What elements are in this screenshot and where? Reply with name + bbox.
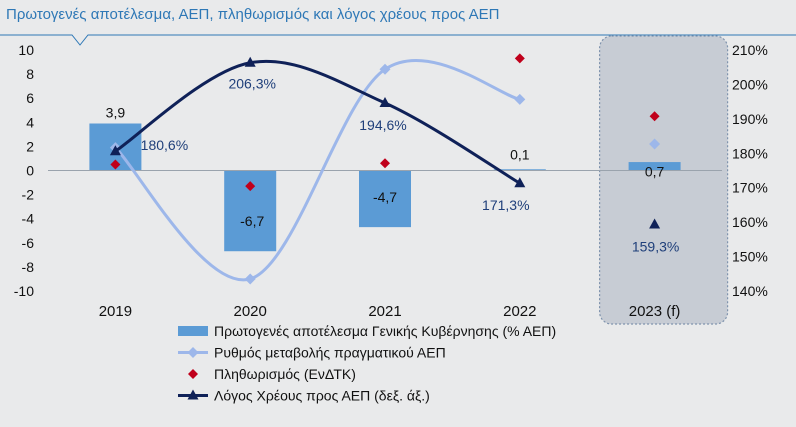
- debt-ratio-point: [379, 97, 391, 108]
- y-right-tick-label: 210%: [732, 42, 768, 58]
- debt-ratio-value-label: 206,3%: [228, 76, 275, 92]
- y-left-tick-label: 8: [26, 66, 34, 82]
- gdp-growth-point: [649, 138, 661, 150]
- y-left-tick-label: 2: [26, 138, 34, 154]
- bar-value-label: -4,7: [373, 189, 397, 205]
- debt-ratio-point: [514, 177, 526, 188]
- y-right-tick-label: 160%: [732, 214, 768, 230]
- debt-ratio-line: [114, 59, 521, 185]
- y-right-tick-label: 170%: [732, 180, 768, 196]
- debt-ratio-value-label: 180,6%: [141, 137, 188, 153]
- inflation-point: [649, 111, 660, 122]
- debt-ratio-point: [109, 145, 121, 156]
- debt-ratio-point: [649, 218, 661, 229]
- forecast-highlight-box: [598, 35, 729, 325]
- y-left-tick-label: -4: [22, 211, 35, 227]
- y-left-tick-label: -8: [22, 259, 35, 275]
- y-right-tick-label: 190%: [732, 111, 768, 127]
- primary-balance-bar: [359, 170, 411, 228]
- legend-swatch-bar: [178, 326, 208, 336]
- debt-ratio-point: [244, 56, 256, 67]
- y-right-tick-label: 140%: [732, 283, 768, 299]
- chart-title: Πρωτογενές αποτέλεσμα, ΑΕΠ, πληθωρισμός …: [6, 6, 500, 23]
- y-left-tick-label: 10: [18, 42, 34, 58]
- inflation-point: [514, 53, 525, 64]
- legend-swatch-debt-marker: [187, 389, 199, 400]
- x-tick-label: 2020: [234, 303, 267, 320]
- bar-value-label: 3,9: [106, 105, 126, 121]
- x-tick-label: 2021: [368, 303, 401, 320]
- primary-balance-bar: [628, 162, 681, 171]
- legend-label-primary-balance: Πρωτογενές αποτέλεσμα Γενικής Κυβέρνησης…: [214, 323, 556, 339]
- legend-swatch-inflation: [188, 369, 198, 379]
- x-tick-label: 2019: [99, 303, 132, 320]
- legend-label-debt-ratio: Λόγος Χρέους προς ΑΕΠ (δεξ. άξ.): [214, 388, 430, 404]
- y-left-tick-label: 0: [26, 163, 34, 179]
- y-left-tick-label: -2: [22, 187, 35, 203]
- y-right-tick-label: 150%: [732, 249, 768, 265]
- gdp-growth-point: [379, 63, 391, 75]
- legend-swatch-gdp-marker: [187, 347, 199, 358]
- y-left-tick-label: -10: [14, 283, 34, 299]
- x-tick-label: 2023 (f): [629, 303, 681, 320]
- gdp-growth-line: [114, 58, 521, 282]
- debt-ratio-value-label: 159,3%: [632, 239, 679, 255]
- debt-ratio-value-label: 194,6%: [359, 117, 406, 133]
- y-right-tick-label: 200%: [732, 76, 768, 92]
- debt-ratio-value-label: 171,3%: [482, 197, 529, 213]
- x-tick-label: 2022: [503, 303, 536, 320]
- title-rule: [0, 34, 796, 46]
- y-right-tick-label: 180%: [732, 145, 768, 161]
- y-left-tick-label: 4: [26, 114, 34, 130]
- gdp-growth-point: [514, 93, 526, 105]
- legend-label-gdp-growth: Ρυθμός μεταβολής πραγματικού ΑΕΠ: [214, 345, 446, 361]
- bar-value-label: 0,1: [510, 147, 530, 163]
- inflation-point: [110, 159, 121, 170]
- inflation-point: [245, 181, 256, 192]
- y-left-tick-label: -6: [22, 235, 35, 251]
- gdp-growth-point: [244, 273, 256, 285]
- y-left-tick-label: 6: [26, 90, 34, 106]
- legend-label-inflation: Πληθωρισμός (ΕνΔΤΚ): [214, 366, 356, 382]
- bar-value-label: -6,7: [240, 213, 264, 229]
- inflation-point: [380, 158, 390, 169]
- bar-value-label: 0,7: [645, 164, 665, 180]
